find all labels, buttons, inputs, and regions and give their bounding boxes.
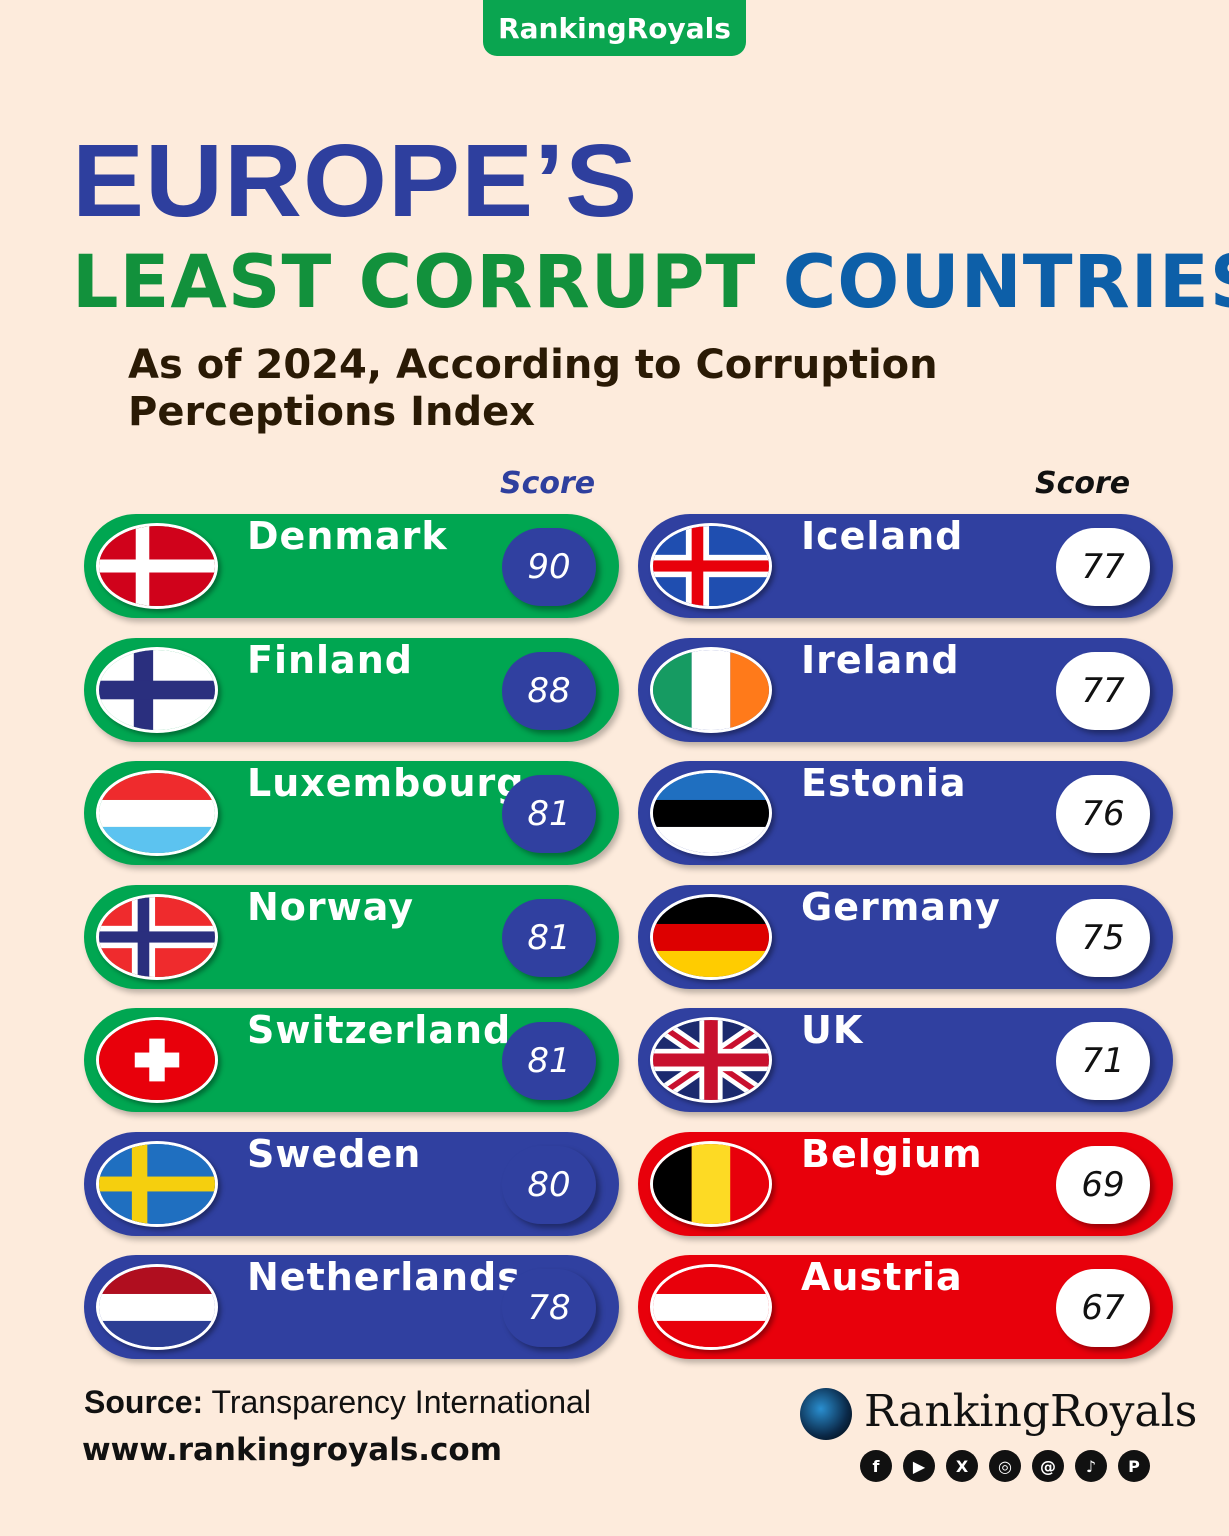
- source: Source: Transparency International: [84, 1384, 591, 1421]
- flag-sweden-icon: [96, 1140, 218, 1227]
- country-name: Netherlands: [247, 1255, 521, 1299]
- country-name: Norway: [247, 884, 414, 929]
- country-name: Estonia: [801, 761, 967, 805]
- tiktok-icon[interactable]: ♪: [1075, 1450, 1107, 1482]
- globe-logo-icon: [800, 1388, 852, 1440]
- country-name: Austria: [801, 1255, 963, 1299]
- score-badge: 78: [502, 1269, 596, 1347]
- flag-denmark-icon: [96, 523, 218, 609]
- country-name: Switzerland: [247, 1008, 512, 1052]
- flag-luxembourg-icon: [96, 770, 218, 856]
- subtitle: As of 2024, According to Corruption Perc…: [128, 342, 938, 435]
- score-badge: 71: [1056, 1022, 1150, 1100]
- list-item: Finland 88: [84, 637, 619, 742]
- list-item: Switzerland 81: [84, 1008, 619, 1112]
- flag-iceland-icon: [650, 523, 772, 609]
- list-item: Netherlands 78: [84, 1255, 619, 1359]
- flag-estonia-icon: [650, 770, 772, 856]
- instagram-icon[interactable]: ◎: [989, 1450, 1021, 1482]
- x-icon[interactable]: X: [946, 1450, 978, 1482]
- facebook-icon[interactable]: f: [860, 1450, 892, 1482]
- list-item: Iceland 77: [638, 514, 1173, 618]
- country-name: Belgium: [801, 1131, 983, 1176]
- score-badge: 67: [1056, 1269, 1150, 1347]
- list-item: Norway 81: [84, 884, 619, 989]
- score-badge: 77: [1056, 528, 1150, 606]
- threads-icon[interactable]: @: [1032, 1450, 1064, 1482]
- youtube-icon[interactable]: ▶: [903, 1450, 935, 1482]
- score-badge: 81: [502, 775, 596, 853]
- score-badge: 80: [502, 1145, 596, 1224]
- flag-netherlands-icon: [96, 1264, 218, 1350]
- country-name: Germany: [801, 884, 1001, 929]
- score-badge: 75: [1056, 898, 1150, 977]
- flag-ireland-icon: [650, 646, 772, 733]
- flag-switzerland-icon: [96, 1017, 218, 1103]
- score-badge: 81: [502, 1022, 596, 1100]
- flag-uk-icon: [650, 1017, 772, 1103]
- country-name: Luxembourg: [247, 761, 525, 805]
- source-value: Transparency International: [211, 1384, 591, 1420]
- list-item: Belgium 69: [638, 1131, 1173, 1236]
- score-badge: 77: [1056, 651, 1150, 730]
- score-header-left: Score: [500, 466, 596, 501]
- title-blue: COUNTRIES: [782, 240, 1229, 325]
- list-item: Ireland 77: [638, 637, 1173, 742]
- flag-germany-icon: [650, 893, 772, 980]
- flag-finland-icon: [96, 646, 218, 733]
- score-badge: 69: [1056, 1145, 1150, 1224]
- country-name: Sweden: [247, 1131, 422, 1176]
- list-item: Denmark 90: [84, 514, 619, 618]
- brand-tab: RankingRoyals: [483, 0, 746, 56]
- list-item: UK 71: [638, 1008, 1173, 1112]
- country-name: Iceland: [801, 514, 964, 558]
- website-url[interactable]: www.rankingroyals.com: [82, 1432, 503, 1468]
- score-badge: 88: [502, 651, 596, 730]
- country-name: Ireland: [801, 637, 960, 682]
- list-item: Estonia 76: [638, 761, 1173, 865]
- flag-austria-icon: [650, 1264, 772, 1350]
- score-badge: 76: [1056, 775, 1150, 853]
- flag-norway-icon: [96, 893, 218, 980]
- social-icons: f ▶ X ◎ @ ♪ P: [860, 1450, 1150, 1482]
- country-name: Denmark: [247, 514, 448, 558]
- country-name: Finland: [247, 637, 413, 682]
- pinterest-icon[interactable]: P: [1118, 1450, 1150, 1482]
- flag-belgium-icon: [650, 1140, 772, 1227]
- score-badge: 90: [502, 528, 596, 606]
- list-item: Germany 75: [638, 884, 1173, 989]
- list-item: Austria 67: [638, 1255, 1173, 1359]
- score-badge: 81: [502, 898, 596, 977]
- logo-text: RankingRoyals: [864, 1386, 1198, 1437]
- title-line2: LEAST CORRUPT COUNTRIES: [72, 240, 1229, 325]
- list-item: Luxembourg 81: [84, 761, 619, 865]
- title-line1: EUROPE’S: [72, 123, 639, 238]
- list-item: Sweden 80: [84, 1131, 619, 1236]
- source-label: Source:: [84, 1384, 204, 1420]
- country-name: UK: [801, 1008, 864, 1052]
- score-header-right: Score: [1035, 466, 1131, 501]
- title-green: LEAST CORRUPT: [72, 240, 757, 325]
